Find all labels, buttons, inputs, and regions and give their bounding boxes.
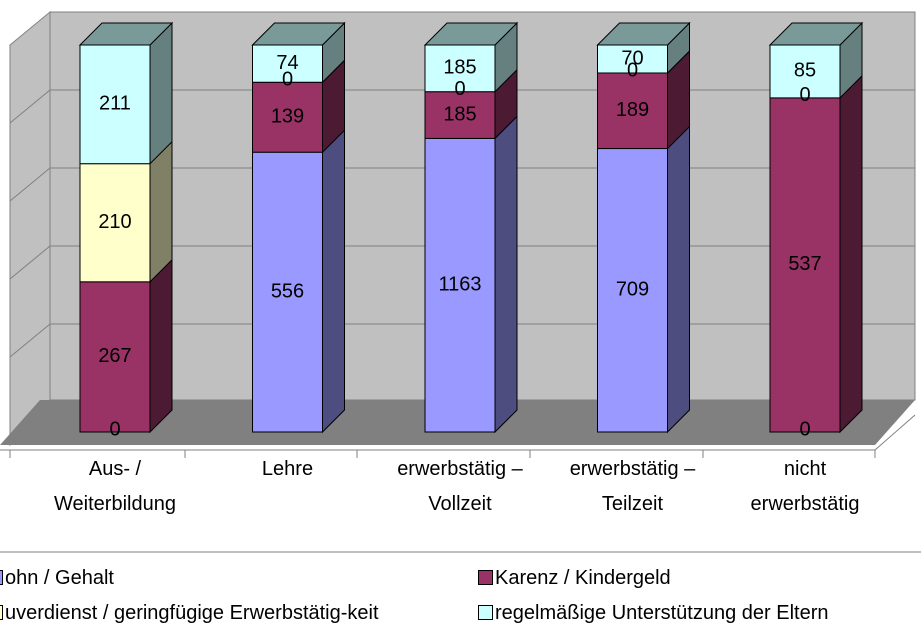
- data-label: 74: [276, 52, 298, 74]
- bar-side: [494, 115, 518, 434]
- x-tick-label: erwerbstätig – Teilzeit: [569, 458, 696, 515]
- data-label: 139: [271, 105, 304, 127]
- data-label: 0: [799, 418, 810, 440]
- x-tick-label: Lehre: [261, 458, 314, 480]
- legend-label: ohn / Gehalt: [5, 567, 114, 589]
- bar-top: [423, 22, 519, 46]
- data-label: 211: [99, 93, 131, 115]
- x-tick-label: Aus- / Weiterbildung: [54, 458, 176, 515]
- legend-swatch: [0, 570, 3, 585]
- legend-swatch: [0, 605, 3, 620]
- x-tick-label: erwerbstätig – Vollzeit: [397, 458, 523, 515]
- side-wall: [9, 10, 51, 447]
- bar-segment: [424, 137, 496, 433]
- legend-swatch: [478, 605, 493, 620]
- bar-side: [667, 125, 690, 434]
- bar-side: [322, 128, 345, 434]
- bar-side: [149, 140, 173, 284]
- data-label: 267: [98, 345, 131, 367]
- bar-segment: [79, 281, 151, 433]
- bar-top: [768, 22, 864, 46]
- data-label: 709: [616, 279, 649, 301]
- data-label: 0: [627, 59, 638, 81]
- bar-side: [149, 258, 173, 434]
- data-label: 0: [282, 69, 293, 91]
- legend-label: Karenz / Kindergeld: [495, 567, 671, 589]
- bar-side: [149, 21, 173, 165]
- data-label: 185: [443, 57, 476, 79]
- data-label: 0: [799, 84, 810, 106]
- bar-segment: [597, 72, 668, 150]
- legend-label: regelmäßige Unterstützung der Eltern: [495, 602, 829, 624]
- bar-side: [839, 74, 863, 434]
- bar-top: [596, 22, 691, 46]
- bar-segment: [252, 151, 323, 433]
- x-axis: [0, 414, 916, 458]
- data-label: 210: [98, 211, 131, 233]
- bar-segment: [79, 163, 151, 283]
- bar-segment: [597, 148, 668, 433]
- data-label: 0: [109, 418, 120, 440]
- legend-swatch: [478, 570, 493, 585]
- data-label: 0: [454, 78, 465, 100]
- x-tick-label: nicht erwerbstätig: [750, 458, 860, 515]
- data-label: 85: [794, 60, 816, 82]
- bar-top: [251, 22, 346, 46]
- data-label: 70: [621, 47, 643, 69]
- data-label: 556: [271, 280, 304, 302]
- legend-label: uverdienst / geringfügige Erwerbstätig-k…: [5, 602, 379, 624]
- data-label: 189: [616, 99, 649, 121]
- bar-segment: [424, 91, 496, 139]
- data-label: 1163: [438, 273, 481, 295]
- bar-top: [78, 22, 174, 46]
- data-label: 185: [443, 103, 476, 125]
- bar-segment: [769, 44, 841, 99]
- data-label: 537: [788, 253, 821, 275]
